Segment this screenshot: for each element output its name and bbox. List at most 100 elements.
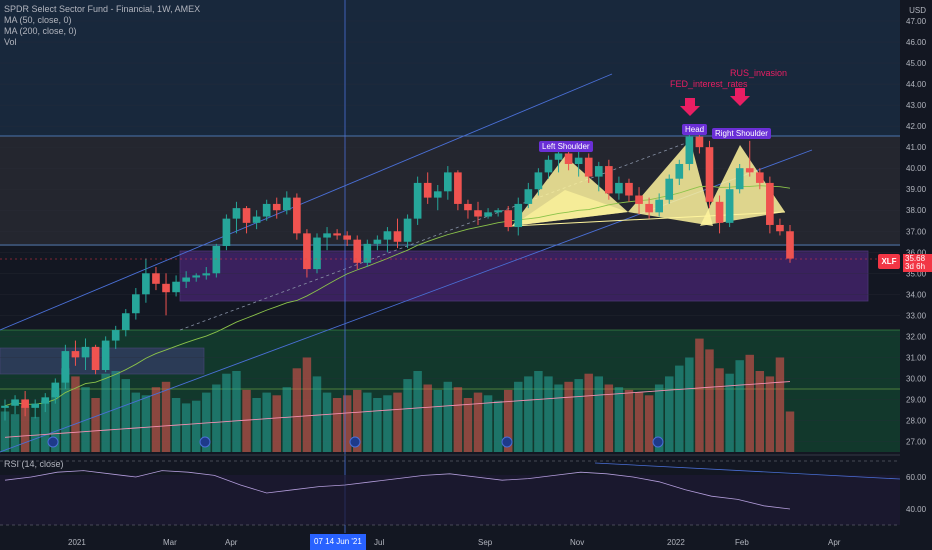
y-tick-label-0: 27.00	[906, 437, 927, 446]
candle-body-7	[71, 351, 80, 358]
volume-bar-31	[312, 376, 322, 452]
last-price: 35.68	[905, 254, 926, 263]
candle-body-33	[333, 233, 341, 236]
y-tick-label-13: 40.00	[906, 164, 927, 173]
candle-body-24	[242, 208, 251, 223]
candle-body-56	[564, 153, 573, 164]
volume-bar-52	[524, 376, 533, 452]
currency-label: USD	[909, 6, 926, 15]
volume-bar-76	[765, 376, 775, 452]
rsi-line	[4, 470, 791, 510]
volume-bar-3	[30, 416, 40, 452]
candle-body-43	[433, 191, 442, 198]
volume-bar-62	[624, 389, 634, 452]
y-tick-label-20: 47.00	[906, 17, 927, 26]
x-tick-label-0: 2021	[68, 538, 86, 547]
candle-body-8	[81, 346, 90, 358]
volume-bar-78	[785, 411, 795, 452]
arrow-down-icon-1	[730, 88, 750, 106]
candle-body-41	[413, 182, 422, 219]
dividend-marker-1	[199, 436, 211, 448]
x-tick-label-7: Feb	[735, 538, 749, 547]
volume-bar-57	[574, 379, 583, 452]
volume-bar-0	[0, 411, 10, 452]
candle-body-3	[31, 403, 40, 408]
candle-body-31	[313, 237, 321, 270]
candle-body-71	[715, 201, 724, 223]
candle-body-32	[323, 233, 331, 238]
volume-bar-43	[433, 389, 442, 452]
ma200-line	[4, 381, 791, 438]
volume-bar-71	[715, 368, 724, 452]
candle-body-36	[363, 243, 372, 263]
candle-body-34	[343, 235, 352, 240]
volume-bar-13	[131, 392, 141, 452]
y-tick-label-6: 33.00	[906, 311, 927, 320]
candle-body-51	[514, 203, 523, 228]
volume-bar-58	[584, 373, 593, 452]
volume-bar-77	[775, 357, 785, 452]
candle-body-5	[51, 382, 60, 398]
ticker-label: XLF	[878, 254, 900, 269]
dividend-marker-2	[349, 436, 361, 448]
volume-bar-65	[654, 384, 664, 452]
volume-bar-19	[191, 400, 201, 452]
candle-body-59	[594, 166, 603, 177]
candle-body-68	[685, 136, 694, 164]
volume-bar-46	[463, 398, 473, 452]
volume-bar-27	[272, 395, 281, 452]
y-tick-label-17: 44.00	[906, 80, 927, 89]
candle-body-38	[383, 231, 392, 240]
candle-body-70	[705, 147, 714, 202]
volume-legend: Vol	[4, 37, 17, 47]
candle-body-72	[725, 189, 734, 223]
candle-body-55	[554, 153, 563, 160]
candle-body-58	[584, 157, 593, 177]
rus-annotation: RUS_invasion	[730, 68, 788, 78]
channel-upper	[0, 73, 613, 331]
candle-body-67	[675, 163, 684, 179]
volume-bar-1	[10, 414, 20, 452]
candle-body-73	[735, 168, 744, 190]
volume-bar-55	[554, 384, 563, 452]
fed-annotation: FED_interest_rates	[670, 79, 748, 89]
candle-body-69	[695, 136, 704, 148]
candle-body-49	[494, 210, 502, 213]
volume-bar-56	[564, 381, 573, 452]
candle-body-60	[605, 166, 613, 194]
volume-bar-44	[443, 381, 453, 452]
y-tick-label-3: 30.00	[906, 374, 927, 383]
rsi-trendline	[594, 462, 901, 480]
rsi-tick-label-0: 60.00	[906, 473, 927, 482]
y-tick-label-14: 41.00	[906, 143, 927, 152]
volume-bar-34	[342, 395, 352, 452]
volume-bar-12	[121, 379, 130, 452]
volume-bar-53	[534, 371, 543, 452]
candle-body-10	[101, 340, 110, 371]
y-tick-label-7: 34.00	[906, 290, 927, 299]
candle-body-15	[152, 273, 160, 284]
dividend-marker-4	[652, 436, 664, 448]
candle-body-76	[766, 182, 774, 225]
y-tick-label-2: 29.00	[906, 395, 927, 404]
volume-bar-51	[514, 381, 523, 452]
volume-bar-8	[81, 387, 90, 452]
volume-bar-61	[614, 387, 624, 452]
volume-bar-75	[755, 371, 765, 452]
dividend-marker-3	[501, 436, 513, 448]
dividend-marker-0	[47, 436, 59, 448]
volume-bar-35	[353, 389, 362, 452]
volume-bar-23	[232, 371, 241, 452]
candle-body-75	[755, 172, 764, 183]
candle-body-14	[142, 273, 150, 295]
volume-bar-22	[222, 373, 231, 452]
crosshair-prefix: 07	[314, 537, 323, 546]
head-label: Head	[682, 124, 708, 135]
symbol-title: SPDR Select Sector Fund - Financial, 1W,…	[4, 4, 201, 14]
neckline	[511, 211, 786, 227]
x-tick-label-8: Apr	[828, 538, 841, 547]
candle-body-61	[615, 182, 623, 194]
candle-body-42	[423, 182, 432, 198]
volume-bar-24	[242, 389, 251, 452]
